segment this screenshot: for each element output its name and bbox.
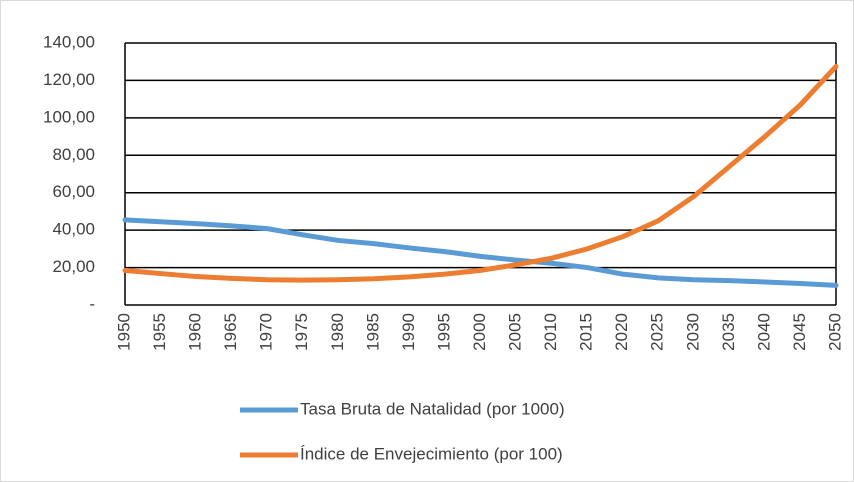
y-tick-label: 80,00 (52, 145, 95, 164)
legend-label: Índice de Envejecimiento (por 100) (300, 444, 563, 463)
y-tick-label: 40,00 (52, 220, 95, 239)
y-tick-label: 100,00 (43, 107, 95, 126)
line-series (122, 217, 839, 288)
x-tick-label: 2050 (825, 313, 844, 351)
x-tick-label: 1955 (150, 313, 169, 351)
x-tick-label: 1970 (257, 313, 276, 351)
y-tick-label: 120,00 (43, 70, 95, 89)
x-tick-label: 2020 (612, 313, 631, 351)
x-tick-label: 1975 (292, 313, 311, 351)
y-tick-label: 20,00 (52, 257, 95, 276)
legend-label: Tasa Bruta de Natalidad (por 1000) (300, 399, 565, 418)
x-tick-label: 2045 (790, 313, 809, 351)
y-tick-label: 60,00 (52, 182, 95, 201)
x-tick-label: 1980 (328, 313, 347, 351)
x-tick-label: 2010 (541, 313, 560, 351)
x-tick-label: 2040 (754, 313, 773, 351)
x-tick-label: 1990 (399, 313, 418, 351)
x-tick-label: 1950 (114, 313, 133, 351)
x-tick-label: 1985 (363, 313, 382, 351)
x-tick-label: 2030 (683, 313, 702, 351)
x-tick-label: 2035 (719, 313, 738, 351)
x-tick-label: 2015 (577, 313, 596, 351)
x-tick-label: 2005 (506, 313, 525, 351)
x-tick-label: 1995 (434, 313, 453, 351)
x-tick-label: 1960 (186, 313, 205, 351)
y-tick-label: 140,00 (43, 32, 95, 51)
x-tick-label: 2000 (470, 313, 489, 351)
y-tick-label: - (89, 294, 95, 313)
line-series (122, 63, 839, 283)
x-tick-label: 1965 (221, 313, 240, 351)
x-tick-label: 2025 (648, 313, 667, 351)
